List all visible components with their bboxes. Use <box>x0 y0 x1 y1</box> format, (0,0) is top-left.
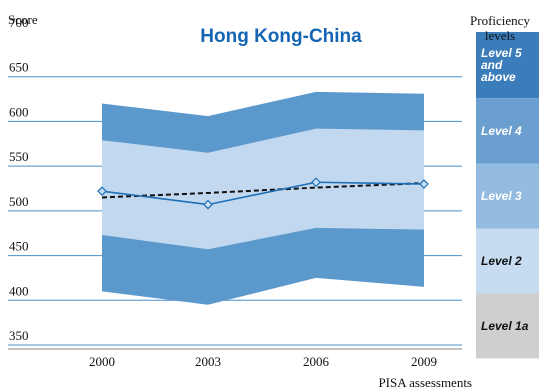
score-marker-2000 <box>97 186 107 197</box>
level-label-level-4-line-1: Level 4 <box>481 124 522 138</box>
percentile-bands <box>102 91 424 305</box>
mean-score-line <box>101 181 425 206</box>
trend-line <box>101 182 425 199</box>
level-band-level-5-and-above <box>476 32 539 99</box>
y-tick-350: 350 <box>9 328 29 343</box>
y-tick-600: 600 <box>9 104 29 119</box>
y-tick-labels: 350 400 450 500 550 600 650 700 <box>9 15 29 343</box>
level-band-level-3 <box>476 163 539 229</box>
y-tick-450: 450 <box>9 239 29 254</box>
x-tick-2009: 2009 <box>411 354 437 369</box>
legend-title-line-1: Proficiency <box>470 13 530 28</box>
x-tick-2000: 2000 <box>89 354 115 369</box>
y-tick-500: 500 <box>9 194 29 209</box>
y-tick-650: 650 <box>9 60 29 75</box>
level-label-level-2-line-1: Level 2 <box>481 254 522 268</box>
level-label-level-5-and-above-line-2: and <box>481 58 503 72</box>
level-label-level-5-and-above-line-1: Level 5 <box>481 46 522 60</box>
x-tick-2006: 2006 <box>303 354 330 369</box>
score-marker-2006 <box>311 177 321 188</box>
level-label-level-3-line-1: Level 3 <box>481 189 522 203</box>
band-25th-to-75th-percentile <box>102 128 424 250</box>
x-tick-2003: 2003 <box>195 354 221 369</box>
x-axis-label: PISA assessments <box>378 375 472 390</box>
level-label-level-5-and-above-line-3: above <box>481 70 516 84</box>
chart-title: Hong Kong-China <box>200 26 362 47</box>
level-band-level-2 <box>476 228 539 294</box>
level-band-level-4 <box>476 98 539 164</box>
score-marker-2009 <box>419 179 429 189</box>
y-tick-550: 550 <box>9 149 29 164</box>
legend-title-line-2: levels <box>485 28 515 43</box>
series-layer <box>97 177 429 210</box>
score-marker-2003 <box>203 199 213 210</box>
y-tick-400: 400 <box>9 283 29 298</box>
level-band-level-1a <box>476 293 539 359</box>
y-tick-700: 700 <box>9 15 29 30</box>
x-tick-labels: 2000 2003 2006 2009 <box>89 354 437 369</box>
level-label-level-1a-line-1: Level 1a <box>481 319 529 333</box>
y-axis-label: Score <box>8 12 38 27</box>
